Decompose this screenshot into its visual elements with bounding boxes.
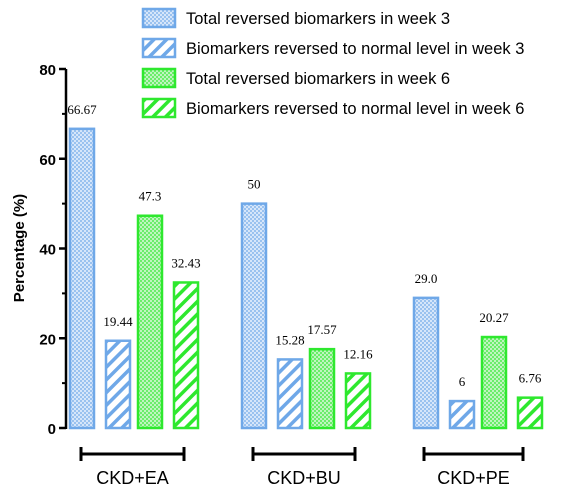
bar [136,214,164,430]
data-label: 29.0 [415,271,438,286]
y-tick-label: 80 [39,62,56,79]
y-tick-label: 0 [48,421,56,438]
bar [516,396,544,430]
y-tick-label: 60 [39,152,56,169]
data-label: 66.67 [67,102,97,117]
bar [480,335,508,430]
legend-label: Total reversed biomarkers in week 6 [186,70,450,88]
legend-label: Biomarkers reversed to normal level in w… [186,100,524,118]
legend-swatch [141,7,177,29]
data-label: 19.44 [103,314,133,329]
category-label: CKD+PE [437,468,510,488]
data-label: 6.76 [519,371,542,386]
data-label: 12.16 [343,346,373,361]
y-axis-label: Percentage (%) [11,194,28,302]
bar [240,202,268,430]
legend-swatch [141,67,177,89]
data-label: 32.43 [171,255,200,270]
y-tick-label: 20 [39,331,56,348]
category-label: CKD+BU [267,468,341,488]
group-brackets: CKD+EA CKD+BU CKD+PE [79,447,525,488]
legend-label: Biomarkers reversed to normal level in w… [186,40,524,58]
bar [68,127,96,430]
bar [172,281,200,430]
data-label: 47.3 [139,189,162,204]
legend-swatch [141,97,177,119]
bar [308,347,336,430]
data-label: 15.28 [275,332,304,347]
legend-label: Total reversed biomarkers in week 3 [186,10,450,28]
bar [344,372,372,430]
data-label: 20.27 [479,310,509,325]
data-label: 50 [248,177,261,192]
data-label: 17.57 [307,322,337,337]
legend-swatch [141,37,177,59]
bar [448,399,476,430]
bar [276,358,304,430]
bar [412,296,440,430]
category-label: CKD+EA [96,468,169,488]
y-tick-label: 40 [39,242,56,259]
legend: Total reversed biomarkers in week 3 Bioma… [141,7,524,119]
data-label: 6 [459,374,466,389]
y-axis: 0 20 40 60 80 [39,62,68,438]
bar [104,339,132,430]
